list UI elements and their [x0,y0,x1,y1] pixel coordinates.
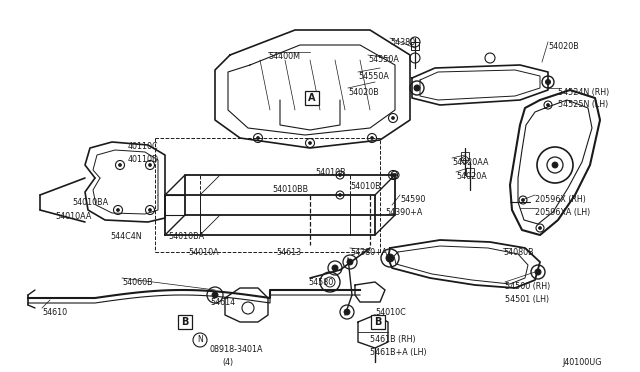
Bar [461,152,469,160]
Text: 5461B (RH): 5461B (RH) [370,335,415,344]
Text: 54390+A: 54390+A [385,208,422,217]
Text: 54020B: 54020B [548,42,579,51]
Circle shape [339,193,342,196]
Text: N: N [197,336,203,344]
Text: 54590: 54590 [400,195,426,204]
Text: 54550A: 54550A [358,72,389,81]
Circle shape [347,259,353,265]
Text: 54010A: 54010A [188,248,219,257]
Circle shape [148,208,152,212]
Text: 54010B: 54010B [315,168,346,177]
Circle shape [392,173,394,176]
Text: 20596XA (LH): 20596XA (LH) [535,208,590,217]
Text: 54525N (LH): 54525N (LH) [558,100,608,109]
Circle shape [414,85,420,91]
Text: J40100UG: J40100UG [562,358,602,367]
Text: 20596X (RH): 20596X (RH) [535,195,586,204]
Text: 54010AA: 54010AA [55,212,92,221]
Circle shape [332,265,338,271]
Circle shape [257,137,259,140]
Circle shape [118,164,122,167]
Text: 54080B: 54080B [503,248,534,257]
Circle shape [392,116,394,119]
Circle shape [386,254,394,262]
Text: 5461B+A (LH): 5461B+A (LH) [370,348,427,357]
Circle shape [116,208,120,212]
Text: 54060B: 54060B [122,278,152,287]
Text: B: B [374,317,381,327]
Text: 544C4N: 544C4N [110,232,141,241]
Text: 40110D: 40110D [128,155,159,164]
Bar [178,315,192,329]
Text: 54010BA: 54010BA [72,198,108,207]
Text: 54580: 54580 [308,278,333,287]
Circle shape [212,292,218,298]
Text: 54380: 54380 [390,38,415,47]
Text: 54010BA: 54010BA [168,232,204,241]
Circle shape [308,141,312,144]
Bar [411,42,419,50]
Text: 54020B: 54020B [348,88,379,97]
Circle shape [538,227,541,230]
Text: 54524N (RH): 54524N (RH) [558,88,609,97]
Circle shape [339,173,342,176]
Bar [371,315,385,329]
Text: 54010BB: 54010BB [272,185,308,194]
Text: 54010C: 54010C [375,308,406,317]
Text: 54501 (LH): 54501 (LH) [505,295,549,304]
Circle shape [545,80,550,84]
Text: 54613: 54613 [276,248,301,257]
Text: 54614: 54614 [210,298,235,307]
Circle shape [547,103,550,106]
Text: 54010B: 54010B [350,182,381,191]
Text: 54500 (RH): 54500 (RH) [505,282,550,291]
Circle shape [522,199,525,202]
Text: 08918-3401A: 08918-3401A [210,345,264,354]
Text: B: B [181,317,189,327]
Circle shape [344,309,350,315]
Text: 54020A: 54020A [456,172,487,181]
Text: 54550A: 54550A [368,55,399,64]
Text: 54610: 54610 [42,308,67,317]
Text: 40110C: 40110C [128,142,159,151]
Bar [305,91,319,105]
Circle shape [371,137,374,140]
Bar [466,168,474,176]
Text: 54400M: 54400M [268,52,300,61]
Circle shape [535,269,541,275]
Text: (4): (4) [222,358,233,367]
Text: 54380+A: 54380+A [350,248,387,257]
Text: A: A [308,93,316,103]
Text: 54020AA: 54020AA [452,158,488,167]
Circle shape [552,162,558,168]
Circle shape [148,164,152,167]
Circle shape [394,173,397,176]
